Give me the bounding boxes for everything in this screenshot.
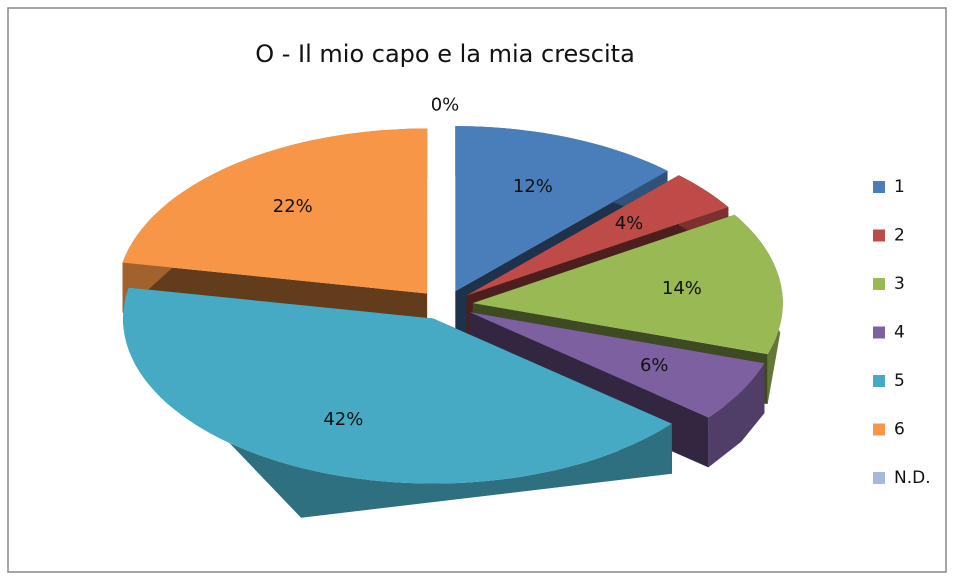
slice (469, 312, 765, 418)
legend-swatch (873, 326, 885, 339)
data-label: 42% (323, 409, 363, 430)
slice (466, 175, 729, 296)
slice (455, 126, 668, 292)
legend-swatch (873, 278, 885, 290)
data-label: 4% (615, 213, 644, 234)
legend-label: 6 (894, 420, 905, 440)
legend-swatch (873, 423, 885, 436)
legend-swatch (873, 229, 885, 242)
data-label: 22% (273, 196, 313, 217)
legend-label: 5 (894, 371, 905, 391)
slice (122, 128, 428, 294)
data-label: 0% (431, 94, 460, 115)
legend-swatch (873, 181, 885, 193)
data-label: 12% (513, 176, 553, 197)
legend-label: N.D. (894, 468, 931, 488)
slice (123, 287, 672, 484)
slice-wall (123, 287, 672, 518)
legend-label: 3 (894, 274, 905, 294)
data-label: 14% (662, 278, 702, 299)
slice-wall (708, 363, 765, 468)
legend-swatch (873, 472, 885, 484)
data-label: 6% (640, 355, 669, 376)
legend-swatch (873, 375, 885, 387)
legend-label: 2 (894, 226, 905, 246)
chart-title: O - Il mio capo e la mia crescita (255, 40, 635, 68)
legend-label: 1 (894, 177, 905, 197)
legend-label: 4 (894, 323, 905, 343)
slice (472, 214, 783, 355)
